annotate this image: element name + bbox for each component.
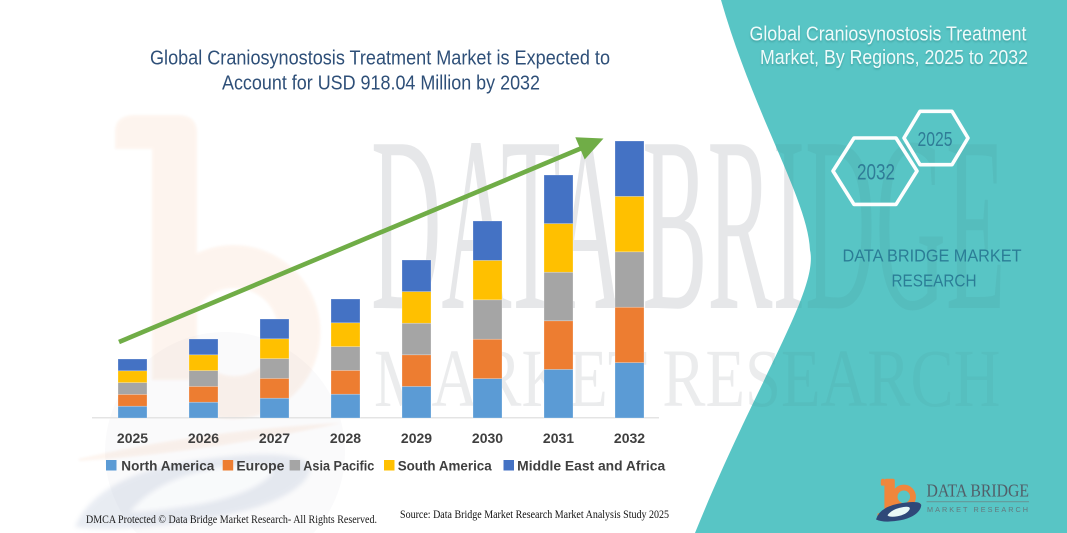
svg-text:2025: 2025 — [117, 430, 148, 446]
svg-text:2025: 2025 — [918, 129, 953, 151]
svg-text:Account for USD 918.04 Million: Account for USD 918.04 Million by 2032 — [222, 72, 540, 95]
svg-text:2032: 2032 — [857, 160, 895, 185]
svg-text:Europe: Europe — [236, 459, 284, 474]
svg-text:DATA BRIDGE MARKET: DATA BRIDGE MARKET — [843, 246, 1022, 266]
svg-text:Source: Data Bridge Market Res: Source: Data Bridge Market Research Mark… — [400, 509, 669, 521]
svg-text:Market, By Regions, 2025 to 20: Market, By Regions, 2025 to 2032 — [760, 46, 1028, 69]
svg-text:2030: 2030 — [472, 430, 503, 446]
svg-text:2028: 2028 — [330, 430, 361, 446]
svg-text:Global Craniosynostosis Treatm: Global Craniosynostosis Treatment — [750, 23, 1027, 46]
svg-text:2031: 2031 — [543, 430, 574, 446]
svg-text:2029: 2029 — [401, 430, 432, 446]
svg-text:DATA BRIDGE: DATA BRIDGE — [927, 481, 1030, 501]
svg-text:Middle East and Africa: Middle East and Africa — [517, 459, 666, 474]
svg-text:2032: 2032 — [614, 430, 645, 446]
svg-text:South America: South America — [398, 459, 492, 474]
svg-text:2027: 2027 — [259, 430, 290, 446]
svg-text:Asia Pacific: Asia Pacific — [303, 459, 374, 474]
svg-text:2026: 2026 — [188, 430, 219, 446]
svg-text:DMCA Protected © Data Bridge M: DMCA Protected © Data Bridge Market Rese… — [86, 514, 377, 526]
svg-text:RESEARCH: RESEARCH — [892, 270, 977, 290]
svg-text:North America: North America — [121, 459, 214, 474]
svg-text:M A R K E T R E S E A R C H: M A R K E T R E S E A R C H — [927, 507, 1028, 514]
svg-text:Global Craniosynostosis Treatm: Global Craniosynostosis Treatment Market… — [150, 47, 610, 70]
